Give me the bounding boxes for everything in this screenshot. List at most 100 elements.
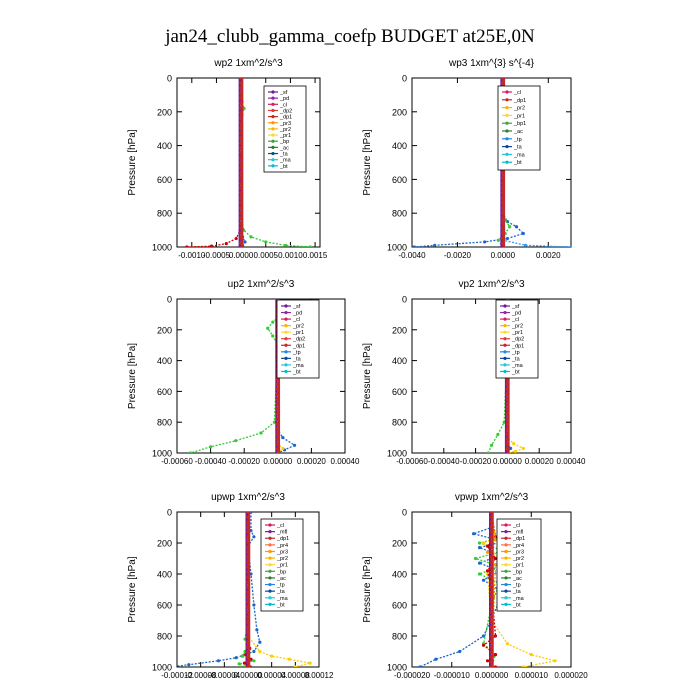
plot-frame	[176, 77, 321, 248]
y-tick-label: 0	[167, 74, 172, 84]
y-tick-label: 400	[157, 356, 172, 366]
legend-marker	[268, 523, 272, 527]
zero-bundle-point	[239, 96, 244, 100]
legend-marker	[271, 145, 275, 149]
zero-bundle-point	[246, 665, 250, 667]
series-point	[270, 654, 274, 658]
x-tick-label: 0.00040	[331, 457, 360, 466]
x-tick-label: 0.00008	[281, 671, 310, 680]
y-tick-label: 800	[392, 418, 407, 428]
zero-bundle-point	[239, 81, 244, 85]
series-point	[234, 236, 238, 241]
zero-bundle-point	[239, 176, 244, 180]
zero-bundle-point	[505, 422, 510, 426]
zero-bundle-point	[239, 141, 244, 145]
zero-bundle-point	[489, 520, 494, 524]
chart-panel-3: up2 1xm^2/s^3 Pressure [hPa] 0 200 400 600 800…	[127, 279, 360, 466]
zero-bundle-point	[489, 560, 494, 564]
zero-bundle-point	[500, 171, 505, 175]
plot-frame	[411, 77, 572, 248]
legend-label: _ta	[511, 356, 521, 362]
series-point	[485, 659, 490, 663]
zero-bundle-point	[239, 226, 244, 230]
y-axis-label: Pressure [hPa]	[127, 556, 138, 622]
y-tick-label: 200	[392, 325, 407, 335]
legend-label: _pr2	[292, 324, 304, 330]
series-point	[481, 634, 486, 638]
y-axis-label: Pressure [hPa]	[362, 343, 373, 409]
legend-label: _bp	[512, 569, 522, 575]
x-tick-label: 0.0015	[303, 251, 328, 260]
legend-label: _pr3	[512, 549, 524, 555]
legend-marker	[504, 556, 508, 560]
legend-label: _bp	[276, 569, 286, 575]
legend-label: _dp2	[511, 337, 524, 343]
legend-marker	[268, 596, 272, 600]
legend-marker	[271, 121, 275, 125]
series-point	[293, 443, 297, 447]
series-point	[243, 240, 247, 244]
legend-marker	[268, 563, 272, 567]
series-point	[271, 320, 275, 324]
legend: _cl_mfl_dp1_pr4_pr3_pr2_pr1_bp_ac_tp_ta_…	[496, 518, 542, 612]
series-point	[252, 603, 256, 607]
y-axis-label: Pressure [hPa]	[127, 343, 138, 409]
legend-marker	[505, 152, 509, 156]
zero-bundle-point	[246, 655, 250, 659]
x-tick-label: -0.000010	[434, 671, 471, 680]
series-point	[272, 420, 277, 424]
zero-bundle-point	[505, 432, 510, 436]
legend-label: _ma	[513, 152, 526, 158]
x-tick-label: -0.00012	[161, 671, 193, 680]
zero-bundle-point	[275, 427, 280, 431]
series-point	[185, 245, 189, 247]
series-point	[508, 446, 513, 450]
y-tick-label: 1000	[152, 663, 172, 673]
legend-marker	[268, 549, 272, 554]
series-point	[281, 446, 285, 450]
y-tick-label: 400	[157, 570, 172, 580]
legend-label: _pd	[292, 311, 302, 317]
y-tick-label: 400	[392, 356, 407, 366]
zero-bundle-point	[239, 201, 244, 205]
chart-panel-2: wp3 1xm^{3} s^{-4} Pressure [hPa] 0 200 400 6…	[362, 58, 572, 260]
series-point	[505, 236, 509, 241]
legend-label: _cl	[511, 317, 519, 323]
legend-marker	[503, 369, 507, 374]
series-point	[477, 561, 482, 565]
series-point	[433, 243, 437, 247]
zero-bundle-point	[505, 437, 510, 441]
series-point	[234, 656, 238, 660]
series-point	[493, 556, 498, 561]
legend-label: _ma	[279, 158, 292, 164]
legend-marker	[271, 133, 275, 137]
series-line-dp1	[190, 299, 279, 453]
panel-title: wp3 1xm^{3} s^{-4}	[448, 58, 535, 69]
legend-label: _sf	[279, 90, 288, 96]
zero-bundle-point	[505, 427, 510, 431]
zero-bundle-point	[489, 640, 494, 644]
series-point	[187, 663, 191, 667]
x-tick-label: -0.0010	[178, 251, 206, 260]
legend-marker	[505, 106, 509, 110]
legend-marker	[271, 151, 275, 156]
series-point	[505, 642, 509, 646]
chart-panel-5: upwp 1xm^2/s^3 Pressure [hPa] 0 200 400 600 80…	[127, 492, 334, 680]
x-tick-label: 0.0000	[491, 251, 516, 260]
series-point	[508, 225, 512, 229]
zero-bundle-point	[505, 417, 510, 421]
legend-label: _cl	[276, 523, 284, 529]
zero-bundle-point	[500, 201, 505, 205]
series-point	[486, 451, 490, 453]
zero-bundle-point	[489, 590, 494, 594]
legend-marker	[284, 304, 288, 308]
legend-marker	[503, 350, 507, 354]
zero-bundle-point	[505, 397, 510, 401]
series-point	[209, 244, 214, 247]
legend-label: _ma	[511, 363, 524, 369]
zero-bundle-point	[275, 402, 280, 406]
y-tick-label: 0	[402, 508, 407, 518]
series-line-pr1	[277, 299, 284, 453]
legend-marker	[505, 90, 509, 94]
